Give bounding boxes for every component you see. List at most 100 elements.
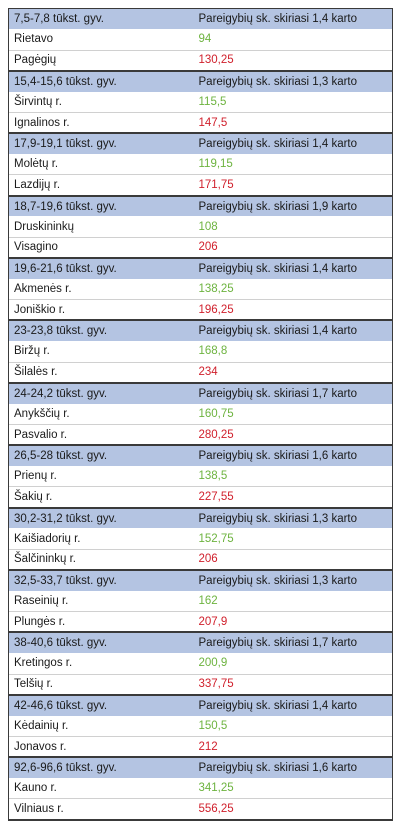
table-row: Pagėgių 130,25 — [8, 49, 393, 71]
municipality-name: Rietavo — [8, 29, 194, 51]
group-header-row: 18,7-19,6 tūkst. gyv. Pareigybių sk. skir… — [8, 194, 393, 217]
table-row: Kaišiadorių r. 152,75 — [8, 528, 393, 550]
group-header-row: 38-40,6 tūkst. gyv. Pareigybių sk. skiria… — [8, 631, 393, 654]
low-value: 200,9 — [193, 653, 393, 674]
municipality-name: Kėdainių r. — [8, 715, 194, 737]
table-body: 7,5-7,8 tūkst. gyv. Pareigybių sk. skiria… — [8, 8, 393, 821]
group-header-row: 15,4-15,6 tūkst. gyv. Pareigybių sk. skir… — [8, 69, 393, 92]
high-value: 337,75 — [193, 673, 393, 695]
high-value: 207,9 — [193, 611, 393, 633]
municipality-name: Šilalės r. — [8, 361, 194, 383]
table-row: Telšių r. 337,75 — [8, 673, 393, 695]
municipality-name: Druskininkų — [8, 216, 194, 238]
high-value: 212 — [193, 735, 393, 758]
population-range-label: 30,2-31,2 tūkst. gyv. — [8, 506, 194, 529]
ratio-note: Pareigybių sk. skiriasi 1,6 karto — [193, 444, 393, 467]
table-row: Visagino 206 — [8, 236, 393, 259]
municipality-name: Raseinių r. — [8, 590, 194, 612]
table-row: Pasvalio r. 280,25 — [8, 423, 393, 446]
ratio-note: Pareigybių sk. skiriasi 1,4 karto — [193, 8, 393, 30]
ratio-note: Pareigybių sk. skiriasi 1,4 karto — [193, 257, 393, 279]
high-value: 234 — [193, 361, 393, 383]
population-range-label: 19,6-21,6 tūkst. gyv. — [8, 257, 194, 279]
ratio-note: Pareigybių sk. skiriasi 1,7 karto — [193, 631, 393, 654]
ratio-note: Pareigybių sk. skiriasi 1,4 karto — [193, 693, 393, 716]
group-header-row: 92,6-96,6 tūkst. gyv. Pareigybių sk. skir… — [8, 756, 393, 778]
group-header-row: 30,2-31,2 tūkst. gyv. Pareigybių sk. skir… — [8, 506, 393, 529]
table-row: Kauno r. 341,25 — [8, 777, 393, 799]
population-range-label: 42-46,6 tūkst. gyv. — [8, 693, 194, 716]
municipality-name: Vilniaus r. — [8, 798, 194, 821]
table-row: Rietavo 94 — [8, 29, 393, 51]
municipality-name: Šalčininkų r. — [8, 548, 194, 571]
population-range-label: 92,6-96,6 tūkst. gyv. — [8, 756, 194, 778]
table-row: Raseinių r. 162 — [8, 590, 393, 612]
low-value: 150,5 — [193, 715, 393, 737]
high-value: 280,25 — [193, 423, 393, 446]
table-row: Prienų r. 138,5 — [8, 466, 393, 487]
population-range-label: 32,5-33,7 tūkst. gyv. — [8, 569, 194, 591]
municipality-name: Akmenės r. — [8, 278, 194, 300]
municipality-name: Kauno r. — [8, 777, 194, 799]
table-row: Ignalinos r. 147,5 — [8, 111, 393, 134]
table-row: Kretingos r. 200,9 — [8, 653, 393, 674]
group-header-row: 42-46,6 tūkst. gyv. Pareigybių sk. skiria… — [8, 693, 393, 716]
group-header-row: 7,5-7,8 tūkst. gyv. Pareigybių sk. skiria… — [8, 8, 393, 30]
high-value: 130,25 — [193, 49, 393, 71]
comparison-table-container: 7,5-7,8 tūkst. gyv. Pareigybių sk. skiria… — [8, 8, 393, 821]
low-value: 138,25 — [193, 278, 393, 300]
high-value: 171,75 — [193, 174, 393, 196]
ratio-note: Pareigybių sk. skiriasi 1,7 karto — [193, 381, 393, 404]
low-value: 119,15 — [193, 154, 393, 175]
municipality-name: Biržų r. — [8, 341, 194, 363]
ratio-note: Pareigybių sk. skiriasi 1,4 karto — [193, 319, 393, 342]
population-range-label: 23-23,8 tūkst. gyv. — [8, 319, 194, 342]
table-row: Vilniaus r. 556,25 — [8, 798, 393, 821]
municipality-name: Ignalinos r. — [8, 111, 194, 134]
municipality-name: Pagėgių — [8, 49, 194, 71]
municipality-name: Molėtų r. — [8, 154, 194, 175]
low-value: 168,8 — [193, 341, 393, 363]
municipality-name: Prienų r. — [8, 466, 194, 487]
low-value: 138,5 — [193, 466, 393, 487]
high-value: 556,25 — [193, 798, 393, 821]
population-range-label: 7,5-7,8 tūkst. gyv. — [8, 8, 194, 30]
low-value: 115,5 — [193, 91, 393, 113]
table-row: Biržų r. 168,8 — [8, 341, 393, 363]
ratio-note: Pareigybių sk. skiriasi 1,6 karto — [193, 756, 393, 778]
group-header-row: 32,5-33,7 tūkst. gyv. Pareigybių sk. skir… — [8, 569, 393, 591]
group-header-row: 17,9-19,1 tūkst. gyv. Pareigybių sk. skir… — [8, 132, 393, 155]
high-value: 227,55 — [193, 486, 393, 508]
low-value: 341,25 — [193, 777, 393, 799]
table-row: Kėdainių r. 150,5 — [8, 715, 393, 737]
low-value: 94 — [193, 29, 393, 51]
group-header-row: 24-24,2 tūkst. gyv. Pareigybių sk. skiria… — [8, 381, 393, 404]
table-row: Joniškio r. 196,25 — [8, 299, 393, 321]
ratio-note: Pareigybių sk. skiriasi 1,3 karto — [193, 506, 393, 529]
ratio-note: Pareigybių sk. skiriasi 1,9 karto — [193, 194, 393, 217]
municipality-name: Kaišiadorių r. — [8, 528, 194, 550]
population-range-label: 15,4-15,6 tūkst. gyv. — [8, 69, 194, 92]
group-header-row: 19,6-21,6 tūkst. gyv. Pareigybių sk. skir… — [8, 257, 393, 279]
table-row: Druskininkų 108 — [8, 216, 393, 238]
municipality-name: Kretingos r. — [8, 653, 194, 674]
municipality-name: Telšių r. — [8, 673, 194, 695]
municipality-name: Joniškio r. — [8, 299, 194, 321]
high-value: 206 — [193, 548, 393, 571]
table-row: Šilalės r. 234 — [8, 361, 393, 383]
ratio-note: Pareigybių sk. skiriasi 1,3 karto — [193, 569, 393, 591]
municipality-comparison-table: 7,5-7,8 tūkst. gyv. Pareigybių sk. skiria… — [8, 8, 393, 821]
population-range-label: 26,5-28 tūkst. gyv. — [8, 444, 194, 467]
municipality-name: Pasvalio r. — [8, 423, 194, 446]
group-header-row: 23-23,8 tūkst. gyv. Pareigybių sk. skiria… — [8, 319, 393, 342]
municipality-name: Lazdijų r. — [8, 174, 194, 196]
table-row: Plungės r. 207,9 — [8, 611, 393, 633]
low-value: 162 — [193, 590, 393, 612]
municipality-name: Šakių r. — [8, 486, 194, 508]
ratio-note: Pareigybių sk. skiriasi 1,4 karto — [193, 132, 393, 155]
ratio-note: Pareigybių sk. skiriasi 1,3 karto — [193, 69, 393, 92]
municipality-name: Širvintų r. — [8, 91, 194, 113]
municipality-name: Anykščių r. — [8, 403, 194, 425]
high-value: 196,25 — [193, 299, 393, 321]
low-value: 108 — [193, 216, 393, 238]
